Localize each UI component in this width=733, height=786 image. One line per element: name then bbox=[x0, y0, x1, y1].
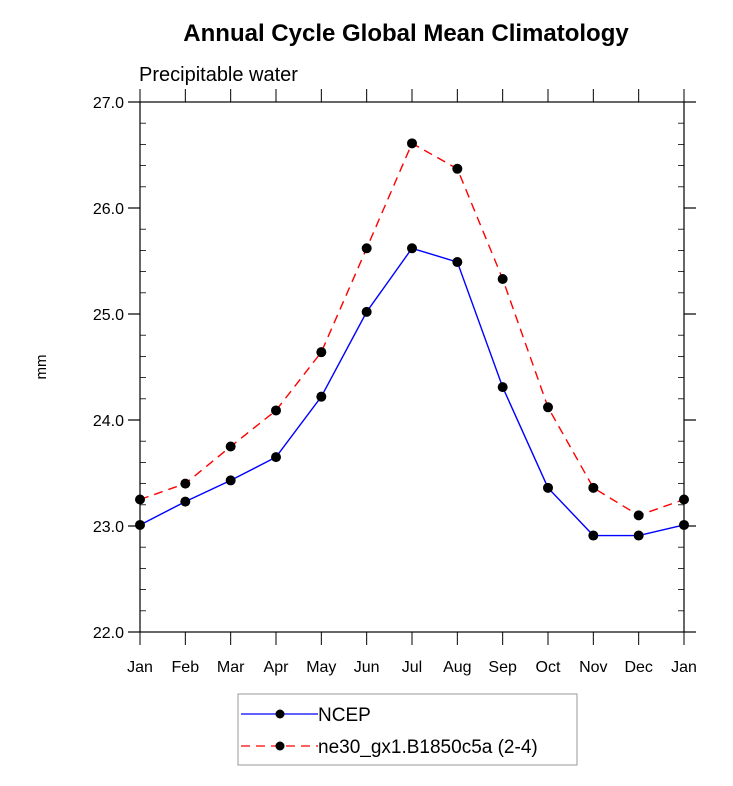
data-point bbox=[497, 274, 508, 285]
legend-label-model: ne30_gx1.B1850c5a (2-4) bbox=[318, 737, 538, 758]
data-point bbox=[633, 530, 644, 541]
data-point bbox=[452, 163, 463, 174]
legend-marker-ncep bbox=[275, 709, 285, 719]
x-tick-label: Jan bbox=[671, 659, 697, 676]
data-point bbox=[543, 402, 553, 413]
x-tick-label: Aug bbox=[443, 659, 471, 676]
data-point bbox=[407, 243, 417, 254]
y-tick-label: 22.0 bbox=[93, 625, 124, 642]
y-axis-label: mm bbox=[33, 355, 50, 380]
data-point bbox=[588, 482, 599, 493]
data-point bbox=[588, 530, 599, 541]
series-ncep bbox=[135, 243, 689, 541]
x-tick-label: Jan bbox=[127, 659, 153, 676]
y-tick-label: 23.0 bbox=[93, 519, 124, 536]
x-tick-label: May bbox=[306, 659, 336, 676]
data-point bbox=[361, 243, 372, 254]
data-point bbox=[135, 494, 145, 505]
data-point bbox=[633, 510, 644, 521]
legend-item-ncep: NCEP bbox=[241, 705, 371, 726]
x-tick-label: Dec bbox=[624, 659, 652, 676]
data-point bbox=[180, 478, 191, 489]
x-tick-label: Oct bbox=[536, 659, 561, 676]
legend-marker-model bbox=[275, 741, 285, 751]
y-tick-label: 25.0 bbox=[93, 307, 124, 324]
data-point bbox=[407, 138, 417, 149]
legend-box bbox=[237, 693, 578, 766]
data-point bbox=[225, 441, 236, 452]
y-tick-label: 24.0 bbox=[93, 413, 124, 430]
y-tick-label: 26.0 bbox=[93, 201, 124, 218]
plot-frame bbox=[139, 101, 685, 633]
data-point bbox=[271, 452, 281, 463]
legend-label-ncep: NCEP bbox=[318, 705, 371, 726]
data-point bbox=[271, 405, 281, 416]
x-tick-label: Feb bbox=[172, 659, 200, 676]
x-tick-label: Sep bbox=[488, 659, 517, 676]
x-tick-label: Nov bbox=[579, 659, 607, 676]
data-point bbox=[543, 482, 553, 493]
data-point bbox=[679, 519, 689, 530]
axes: 22.0 23.0 24.0 25.0 26.0 27.0 Jan Feb Mar Apr May J… bbox=[93, 89, 697, 676]
x-tick-label: Mar bbox=[217, 659, 245, 676]
x-tick-label: Jun bbox=[354, 659, 380, 676]
data-point bbox=[361, 306, 372, 317]
data-point bbox=[452, 257, 463, 268]
series-line bbox=[139, 247, 685, 537]
y-tick-label: 27.0 bbox=[93, 95, 124, 112]
x-tick-label: Apr bbox=[264, 659, 290, 676]
series-model bbox=[135, 138, 689, 521]
chart-subtitle: Precipitable water bbox=[139, 64, 298, 86]
data-point bbox=[316, 347, 327, 358]
data-point bbox=[316, 391, 327, 402]
data-point bbox=[180, 496, 191, 507]
legend: NCEP ne30_gx1.B1850c5a (2-4) bbox=[237, 693, 578, 766]
series-layer bbox=[135, 138, 689, 541]
data-point bbox=[497, 382, 508, 393]
data-point bbox=[225, 475, 236, 486]
data-point bbox=[135, 519, 145, 530]
legend-item-model: ne30_gx1.B1850c5a (2-4) bbox=[241, 737, 538, 758]
x-tick-label: Jul bbox=[402, 659, 422, 676]
data-point bbox=[679, 494, 689, 505]
series-line bbox=[139, 142, 685, 517]
chart-title: Annual Cycle Global Mean Climatology bbox=[183, 20, 629, 47]
